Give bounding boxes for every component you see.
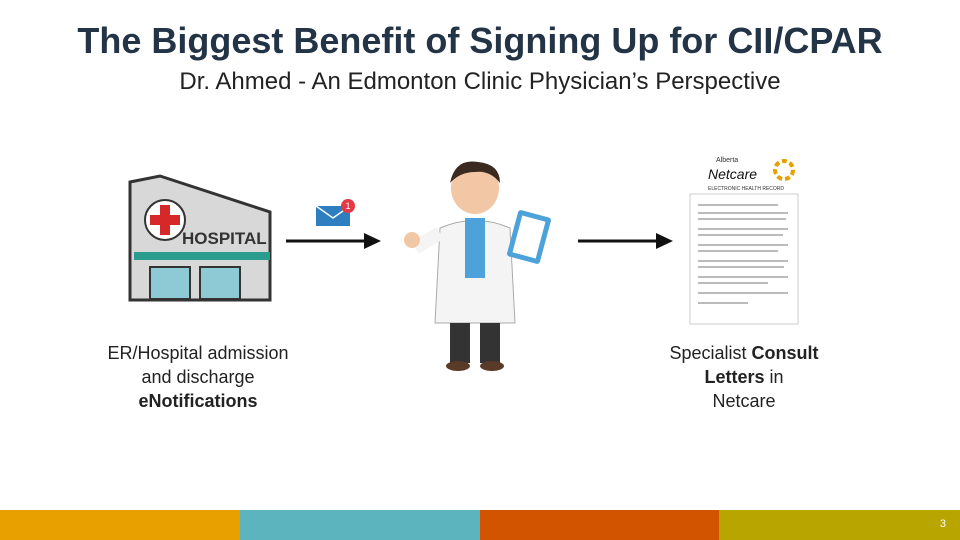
slide-title: The Biggest Benefit of Signing Up for CI… bbox=[77, 20, 883, 61]
hospital-sign: HOSPITAL bbox=[182, 229, 267, 248]
notification-badge: 1 bbox=[345, 201, 350, 211]
footer-bar-orange bbox=[0, 510, 240, 540]
envelope-icon: 1 bbox=[315, 199, 355, 226]
caption-line-bold: eNotifications bbox=[138, 391, 258, 411]
footer-bar-teal bbox=[240, 510, 480, 540]
arrow-right-icon bbox=[286, 233, 381, 249]
netcare-logo: Netcare bbox=[708, 166, 757, 182]
right-caption: Specialist Consult Letters in Netcare bbox=[624, 341, 864, 413]
caption-bold: Consult bbox=[751, 343, 819, 363]
caption-text: Specialist bbox=[669, 343, 752, 363]
slide-subtitle: Dr. Ahmed - An Edmonton Clinic Physician… bbox=[179, 68, 781, 95]
left-caption: ER/Hospital admission and discharge eNot… bbox=[68, 341, 328, 413]
caption-bold: Letters bbox=[704, 367, 765, 387]
caption-line: and discharge bbox=[141, 367, 255, 387]
page-number: 3 bbox=[939, 518, 946, 530]
footer-bar-olive bbox=[719, 510, 960, 540]
caption-text: in bbox=[764, 367, 784, 387]
caption-text: Netcare bbox=[712, 391, 776, 411]
arrow-right-icon bbox=[578, 233, 673, 249]
doctor-illustration bbox=[404, 161, 551, 371]
netcare-consult-letter: Alberta Netcare ELECTRONIC HEALTH RECORD bbox=[689, 157, 799, 325]
caption-line: ER/Hospital admission bbox=[107, 343, 289, 363]
brand-sub: ELECTRONIC HEALTH RECORD bbox=[708, 186, 784, 192]
hospital-illustration: HOSPITAL bbox=[128, 174, 272, 302]
footer-bar-red bbox=[480, 510, 719, 540]
brand-top: Alberta bbox=[716, 157, 738, 164]
